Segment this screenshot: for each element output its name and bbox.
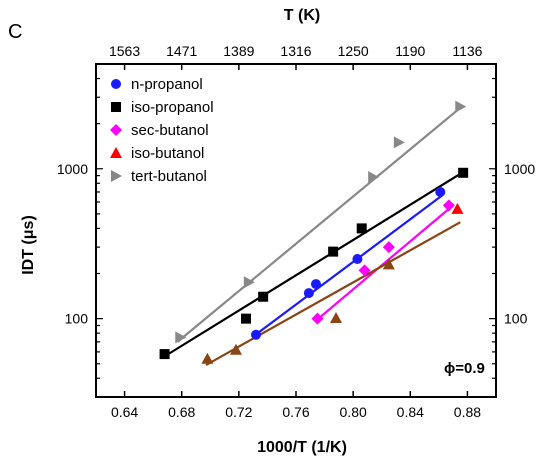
top-x-tick-label: 1563 [109, 43, 140, 59]
data-point [393, 136, 405, 149]
panel-label: C [8, 21, 22, 43]
phi-annotation: ϕ=0.9 [444, 360, 485, 377]
x-tick-label: 0.72 [225, 404, 252, 420]
data-point [201, 352, 214, 364]
data-point [330, 311, 342, 323]
data-point [311, 312, 324, 325]
y-tick-label: 100 [65, 311, 89, 327]
y-tick-label: 1000 [57, 161, 88, 177]
right-y-tick-label: 1000 [504, 161, 535, 177]
legend-label: iso-propanol [131, 99, 214, 116]
data-point [458, 167, 469, 178]
top-x-tick-label: 1316 [280, 43, 311, 59]
y-axis-title: IDT (μs) [20, 215, 37, 275]
fit-line [252, 194, 443, 338]
legend-marker [111, 102, 121, 112]
legend-label: iso-butanol [131, 145, 204, 162]
legend-marker [111, 79, 121, 89]
x-axis-title: 1000/T (1/K) [257, 439, 347, 456]
top-x-tick-label: 1389 [223, 43, 254, 59]
top-x-tick-label: 1471 [166, 43, 197, 59]
data-point [258, 291, 269, 302]
x-tick-label: 0.64 [111, 404, 138, 420]
data-point [159, 349, 170, 360]
data-point [303, 288, 314, 299]
legend-marker [110, 147, 122, 158]
data-point [435, 186, 446, 197]
fit-line [176, 106, 461, 343]
data-point [455, 100, 467, 113]
data-point [251, 329, 261, 340]
top-x-axis-title: T (K) [284, 7, 320, 24]
fit-line [163, 171, 464, 358]
legend-label: n-propanol [131, 76, 203, 93]
top-x-tick-label: 1136 [452, 43, 482, 59]
x-tick-label: 0.76 [282, 404, 309, 420]
data-point [356, 223, 367, 234]
legend-label: tert-butanol [131, 168, 207, 185]
legend-marker [110, 124, 122, 136]
data-point [230, 343, 242, 355]
data-point [368, 171, 380, 184]
data-point [382, 241, 395, 254]
data-point [451, 202, 464, 214]
legend-label: sec-butanol [131, 122, 209, 139]
data-point [241, 313, 251, 324]
plot-area: 0.64 0.68 0.72 0.76 0.80 0.84 0.88 1563 1471 1389… [57, 43, 536, 420]
x-tick-label: 0.80 [340, 404, 367, 420]
x-tick-label: 0.84 [397, 404, 424, 420]
top-x-tick-label: 1190 [395, 43, 425, 59]
data-point [175, 331, 187, 344]
data-point [442, 199, 455, 212]
data-point [352, 253, 363, 264]
top-x-tick-label: 1250 [338, 43, 369, 59]
data-point [328, 246, 339, 257]
right-y-tick-label: 100 [504, 311, 528, 327]
x-tick-label: 0.88 [454, 404, 481, 420]
data-point [358, 264, 371, 277]
fit-line [205, 221, 461, 367]
data-point [382, 258, 395, 270]
data-point [243, 276, 255, 289]
legend-marker [111, 170, 122, 182]
fit-line [315, 205, 453, 322]
data-point [311, 279, 321, 290]
x-tick-label: 0.68 [168, 404, 195, 420]
